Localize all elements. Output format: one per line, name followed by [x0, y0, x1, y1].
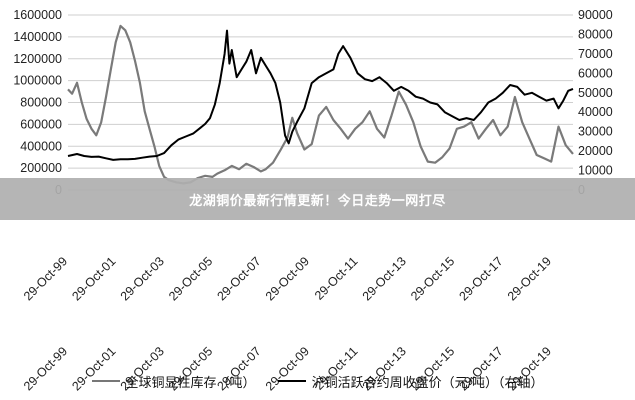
legend: 全球铜显性库存（吨） 沪铜活跃合约周收盘价（元/吨）（右轴）	[0, 368, 635, 394]
left-axis-tick-label: 600000	[20, 117, 62, 131]
x-axis-tick-label-upper: 29-Oct-99	[21, 254, 70, 303]
x-axis-tick-label-upper: 29-Oct-15	[408, 254, 457, 303]
right-axis-tick-label: 80000	[578, 27, 613, 41]
left-axis-tick-label: 1400000	[13, 30, 62, 44]
x-axis-tick-label-upper: 29-Oct-05	[166, 254, 215, 303]
x-axis-tick-label-upper: 29-Oct-01	[69, 254, 118, 303]
series-line-inventory	[67, 24, 574, 185]
left-axis-tick-label: 400000	[20, 139, 62, 153]
x-axis-tick-label-upper: 29-Oct-13	[360, 254, 409, 303]
right-axis-tick-label: 20000	[578, 144, 613, 158]
x-axis-tick-label-upper: 29-Oct-19	[505, 254, 554, 303]
left-axis-tick-label: 1200000	[13, 52, 62, 66]
legend-item-price: 沪铜活跃合约周收盘价（元/吨）（右轴）	[277, 372, 544, 391]
legend-label-price: 沪铜活跃合约周收盘价（元/吨）（右轴）	[311, 375, 544, 391]
x-axis-tick-label-upper: 29-Oct-03	[118, 254, 167, 303]
right-axis-tick-label: 50000	[578, 86, 613, 100]
right-axis-tick-label: 40000	[578, 105, 613, 119]
banner-title: 龙湖铜价最新行情更新！今日走势一网打尽	[189, 193, 446, 209]
title-banner: 龙湖铜价最新行情更新！今日走势一网打尽	[0, 178, 635, 220]
left-axis-tick-label: 1000000	[13, 74, 62, 88]
legend-item-inventory: 全球铜显性库存（吨）	[91, 372, 256, 391]
x-axis-tick-label-upper: 29-Oct-09	[263, 254, 312, 303]
series-line-price	[67, 29, 574, 161]
right-axis-tick-label: 60000	[578, 66, 613, 80]
legend-swatch-price	[277, 380, 306, 382]
left-axis-tick-label: 200000	[20, 161, 62, 175]
right-axis-tick-label: 10000	[578, 164, 613, 178]
x-axis-tick-label-upper: 29-Oct-07	[214, 254, 263, 303]
legend-swatch-inventory	[91, 380, 120, 382]
legend-label-inventory: 全球铜显性库存（吨）	[125, 375, 256, 391]
right-axis-tick-label: 90000	[578, 8, 613, 22]
x-axis-tick-label-upper: 29-Oct-11	[312, 254, 361, 303]
left-axis-tick-label: 800000	[20, 96, 62, 110]
left-axis-tick-label: 1600000	[13, 8, 62, 22]
right-axis-tick-label: 70000	[578, 47, 613, 61]
x-axis-tick-label-upper: 29-Oct-17	[456, 254, 505, 303]
right-axis-tick-label: 30000	[578, 125, 613, 139]
